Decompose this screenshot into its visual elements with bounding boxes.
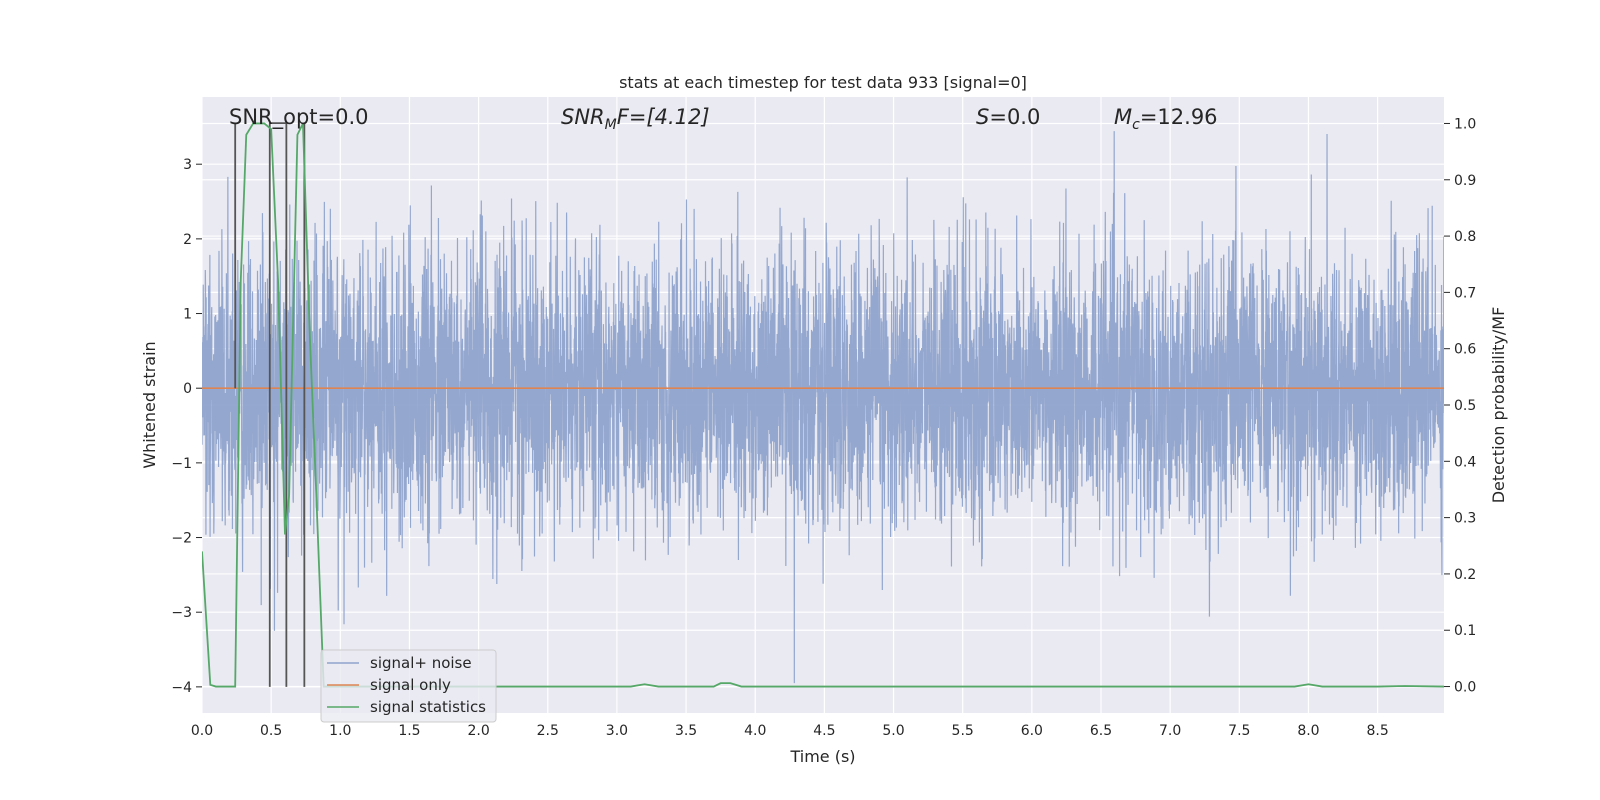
x-tick-label: 4.5 xyxy=(813,723,835,739)
annotation-s: S=0.0 xyxy=(976,105,1040,129)
snr-mf-sub: M xyxy=(605,117,617,133)
x-tick-label: 1.5 xyxy=(398,723,420,739)
x-tick-label: 8.5 xyxy=(1366,723,1388,739)
series-signal-noise xyxy=(202,131,1444,684)
y-axis-left-label: Whitened strain xyxy=(140,341,159,468)
x-tick-label: 7.5 xyxy=(1228,723,1250,739)
x-axis-ticks: 0.0 0.5 1.0 1.5 2.0 2.5 3.0 3.5 4.0 4.5 5.0 5.5 6.0 6… xyxy=(191,723,1389,739)
mc-sub: c xyxy=(1132,117,1140,133)
legend-label-signal-statistics: signal statistics xyxy=(370,698,486,716)
y-right-tick-label: 0.2 xyxy=(1454,567,1476,583)
y-right-tick-label: 0.9 xyxy=(1454,173,1476,189)
x-tick-label: 8.0 xyxy=(1297,723,1319,739)
y-right-tick-label: 1.0 xyxy=(1454,116,1476,132)
y-left-tick-label: 1 xyxy=(183,307,192,323)
snr-mf-rest: F=[4.12] xyxy=(617,105,710,129)
x-tick-label: 0.0 xyxy=(191,723,213,739)
legend: signal+ noise signal only signal statist… xyxy=(320,649,497,723)
mc-var: M xyxy=(1114,105,1132,129)
x-tick-label: 4.0 xyxy=(744,723,766,739)
y-left-tick-label: −4 xyxy=(171,680,192,696)
snr-mf-base: SNR xyxy=(561,105,605,129)
y-right-tick-label: 0.1 xyxy=(1454,623,1476,639)
y-left-tick-label: −2 xyxy=(171,531,192,547)
x-axis-label: Time (s) xyxy=(789,747,855,766)
x-tick-label: 5.5 xyxy=(952,723,974,739)
y-left-tick-label: 3 xyxy=(183,157,192,173)
x-tick-label: 6.0 xyxy=(1021,723,1043,739)
y-axis-left-ticks: −4 −3 −2 −1 0 1 2 3 xyxy=(171,157,202,696)
y-axis-right-label: Detection probability/MF xyxy=(1489,307,1508,504)
y-right-tick-label: 0.4 xyxy=(1454,454,1476,470)
y-right-tick-label: 0.3 xyxy=(1454,511,1476,527)
annotation-snr-mf: SNRMF=[4.12] xyxy=(561,105,710,133)
annotation-mc: Mc=12.96 xyxy=(1114,105,1218,133)
x-tick-label: 7.0 xyxy=(1159,723,1181,739)
chart-title: stats at each timestep for test data 933… xyxy=(619,73,1027,92)
y-right-tick-label: 0.8 xyxy=(1454,229,1476,245)
y-right-tick-label: 0.7 xyxy=(1454,285,1476,301)
annotation-snr-opt: SNR_opt=0.0 xyxy=(229,105,369,130)
legend-box xyxy=(320,649,497,723)
y-left-tick-label: −3 xyxy=(171,605,192,621)
s-var: S xyxy=(976,105,989,129)
x-tick-label: 5.0 xyxy=(882,723,904,739)
x-tick-label: 0.5 xyxy=(260,723,282,739)
mc-val: =12.96 xyxy=(1140,105,1218,129)
y-left-tick-label: 2 xyxy=(183,232,192,248)
s-val: =0.0 xyxy=(989,105,1040,129)
y-axis-right-ticks: 0.0 0.1 0.2 0.3 0.4 0.5 0.6 0.7 0.8 0.9 1.0 xyxy=(1444,116,1476,696)
x-tick-label: 1.0 xyxy=(329,723,351,739)
x-tick-label: 2.5 xyxy=(537,723,559,739)
legend-label-signal-noise: signal+ noise xyxy=(370,654,472,672)
y-right-tick-label: 0.0 xyxy=(1454,680,1476,696)
legend-label-signal-only: signal only xyxy=(370,676,451,694)
x-tick-label: 2.0 xyxy=(467,723,489,739)
y-left-tick-label: 0 xyxy=(183,381,192,397)
y-left-tick-label: −1 xyxy=(171,456,192,472)
y-right-tick-label: 0.6 xyxy=(1454,342,1476,358)
x-tick-label: 3.5 xyxy=(675,723,697,739)
x-tick-label: 3.0 xyxy=(606,723,628,739)
y-right-tick-label: 0.5 xyxy=(1454,398,1476,414)
x-tick-label: 6.5 xyxy=(1090,723,1112,739)
